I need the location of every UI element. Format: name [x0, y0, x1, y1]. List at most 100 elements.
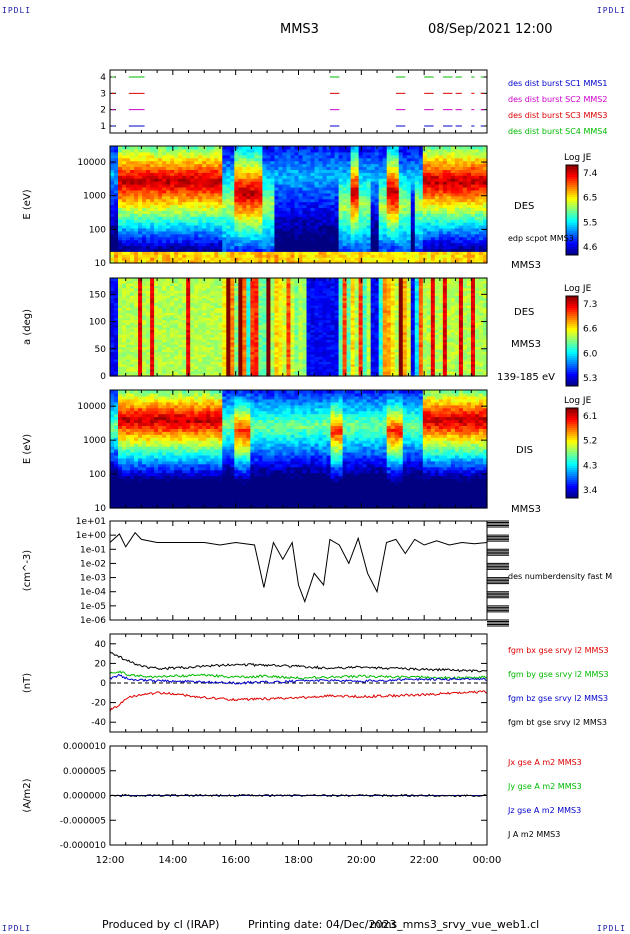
- heatmap-cell-des_energy: [250, 248, 255, 252]
- heatmap-cell-des_energy: [142, 233, 147, 238]
- heatmap-cell-des_energy: [462, 251, 468, 255]
- heatmap-cell-des_energy: [198, 189, 203, 194]
- heatmap-cell-des_energy: [122, 260, 127, 264]
- heatmap-cell-des_energy: [142, 204, 147, 209]
- heatmap-cell-des_energy: [450, 175, 456, 179]
- heatmap-cell-des_energy: [342, 157, 348, 162]
- heatmap-cell-des_energy: [122, 146, 127, 150]
- heatmap-cell-des_pitch: [178, 329, 183, 333]
- heatmap-cell-des_energy: [454, 160, 460, 165]
- heatmap-cell-des_pitch: [186, 329, 191, 333]
- heatmap-cell-des_energy: [198, 254, 203, 258]
- heatmap-cell-des_energy: [158, 248, 163, 252]
- heatmap-cell-des_energy: [450, 236, 456, 241]
- heatmap-cell-des_energy: [186, 257, 191, 261]
- heatmap-cell-des_pitch: [170, 287, 175, 291]
- heatmap-cell-des_pitch: [130, 358, 135, 362]
- heatmap-cell-des_energy: [146, 154, 151, 159]
- heatmap-cell-des_energy: [366, 254, 372, 258]
- heatmap-cell-des_energy: [154, 151, 159, 156]
- heatmap-cell-des_pitch: [130, 285, 135, 289]
- heatmap-cell-des_energy: [318, 178, 324, 182]
- heatmap-cell-des_energy: [382, 146, 388, 150]
- heatmap-cell-des_energy: [406, 160, 412, 165]
- heatmap-cell-des_energy: [286, 242, 292, 247]
- colorbar-cell-des_energy: [566, 167, 578, 170]
- heatmap-cell-des_energy: [342, 166, 348, 170]
- heatmap-cell-des_energy: [198, 210, 203, 214]
- heatmap-cell-des_energy: [406, 227, 412, 232]
- heatmap-cell-des_pitch: [202, 297, 207, 301]
- heatmap-cell-des_energy: [190, 201, 195, 206]
- heatmap-cell-des_energy: [422, 248, 428, 252]
- heatmap-cell-des_pitch: [110, 290, 115, 294]
- heatmap-cell-des_energy: [406, 204, 412, 209]
- heatmap-cell-des_energy: [294, 198, 300, 203]
- heatmap-cell-des_pitch: [138, 327, 143, 331]
- heatmap-cell-des_energy: [386, 251, 392, 255]
- heatmap-cell-des_energy: [466, 178, 472, 182]
- heatmap-cell-des_energy: [162, 219, 167, 223]
- heatmap-cell-des_energy: [310, 236, 316, 241]
- heatmap-cell-des_energy: [230, 160, 235, 165]
- heatmap-cell-des_pitch: [202, 295, 207, 299]
- heatmap-cell-des_energy: [150, 251, 155, 255]
- heatmap-cell-des_pitch: [138, 324, 143, 328]
- heatmap-cell-des_energy: [122, 186, 127, 191]
- heatmap-cell-des_energy: [406, 213, 412, 217]
- heatmap-cell-des_energy: [474, 192, 480, 197]
- heatmap-cell-des_energy: [450, 186, 456, 191]
- heatmap-cell-des_energy: [122, 157, 127, 162]
- heatmap-cell-des_energy: [210, 166, 215, 170]
- heatmap-cell-des_energy: [266, 186, 272, 191]
- heatmap-cell-des_energy: [382, 201, 388, 206]
- heatmap-cell-des_energy: [298, 169, 304, 173]
- heatmap-cell-des_energy: [274, 192, 280, 197]
- colorbar-cell-des_energy: [566, 225, 578, 228]
- heatmap-cell-des_energy: [462, 260, 468, 264]
- heatmap-cell-des_energy: [314, 222, 320, 226]
- heatmap-cell-des_pitch: [182, 285, 187, 289]
- heatmap-cell-des_energy: [398, 219, 404, 223]
- heatmap-cell-des_pitch: [110, 304, 115, 308]
- heatmap-cell-des_pitch: [126, 324, 131, 328]
- heatmap-cell-des_energy: [386, 222, 392, 226]
- heatmap-cell-des_pitch: [158, 358, 163, 362]
- heatmap-cell-des_energy: [470, 224, 476, 229]
- heatmap-cell-des_pitch: [110, 371, 115, 375]
- heatmap-cell-des_energy: [334, 148, 340, 153]
- heatmap-cell-des_energy: [310, 148, 316, 153]
- heatmap-cell-des_energy: [386, 236, 392, 241]
- heatmap-cell-des_energy: [482, 233, 488, 238]
- heatmap-cell-des_energy: [178, 181, 183, 185]
- heatmap-cell-des_energy: [450, 222, 456, 226]
- heatmap-cell-des_energy: [402, 204, 408, 209]
- heatmap-cell-des_pitch: [202, 317, 207, 321]
- heatmap-cell-des_energy: [246, 172, 251, 176]
- heatmap-cell-des_energy: [406, 210, 412, 214]
- heatmap-cell-des_energy: [302, 172, 308, 176]
- heatmap-cell-des_energy: [430, 251, 436, 255]
- heatmap-cell-des_energy: [230, 219, 235, 223]
- heatmap-cell-des_pitch: [130, 304, 135, 308]
- heatmap-cell-des_energy: [314, 257, 320, 261]
- heatmap-cell-des_energy: [334, 192, 340, 197]
- heatmap-cell-des_energy: [442, 192, 448, 197]
- heatmap-cell-des_energy: [478, 146, 484, 150]
- heatmap-cell-des_pitch: [194, 336, 199, 340]
- heatmap-cell-des_energy: [318, 239, 324, 244]
- heatmap-cell-des_energy: [150, 245, 155, 249]
- heatmap-cell-des_energy: [218, 207, 223, 211]
- heatmap-cell-des_energy: [438, 222, 444, 226]
- heatmap-cell-des_energy: [474, 146, 480, 150]
- heatmap-cell-des_energy: [158, 254, 163, 258]
- heatmap-cell-des_pitch: [178, 361, 183, 365]
- heatmap-cell-des_pitch: [174, 295, 179, 299]
- heatmap-cell-des_energy: [250, 204, 255, 209]
- heatmap-cell-des_energy: [286, 207, 292, 211]
- heatmap-cell-des_energy: [250, 216, 255, 220]
- heatmap-cell-des_pitch: [130, 368, 135, 372]
- heatmap-cell-des_energy: [402, 254, 408, 258]
- heatmap-cell-des_energy: [282, 236, 288, 241]
- heatmap-cell-des_energy: [250, 184, 255, 188]
